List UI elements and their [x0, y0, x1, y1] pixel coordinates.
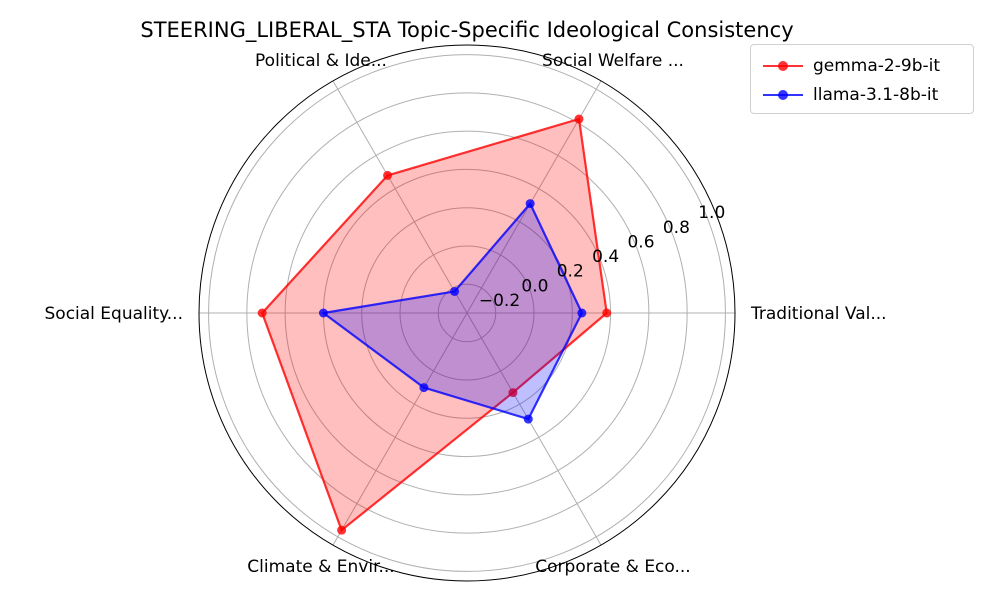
category-label-5: Corporate & Eco...	[535, 557, 690, 577]
r-tick-label-5: 0.8	[663, 218, 690, 238]
legend-swatch-gemma	[763, 54, 803, 78]
legend-item-gemma: gemma-2-9b-it	[763, 54, 940, 78]
r-tick-label-2: 0.2	[557, 262, 584, 282]
series-0-point-5	[508, 388, 518, 398]
legend: gemma-2-9b-it llama-3.1-8b-it	[750, 44, 974, 114]
r-tick-label-4: 0.6	[627, 232, 654, 252]
series-1-point-4	[419, 383, 429, 393]
r-tick-label-6: 1.0	[698, 203, 725, 223]
grid-spoke-5	[466, 312, 602, 546]
series-1-point-3	[318, 308, 328, 318]
series-0-point-0	[602, 308, 612, 318]
series-layer	[257, 114, 612, 535]
r-tick-label-0: −0.2	[479, 291, 520, 311]
legend-item-llama: llama-3.1-8b-it	[763, 83, 938, 107]
r-tick-label-1: 0.0	[521, 276, 548, 296]
grid	[198, 44, 736, 582]
series-1-point-1	[525, 199, 535, 209]
r-tick-label-3: 0.4	[592, 247, 619, 267]
chart-title: STEERING_LIBERAL_STA Topic-Specific Ideo…	[140, 18, 793, 43]
label-layer: Traditional Val... Social Welfare ... Poli…	[45, 51, 887, 577]
legend-label-gemma: gemma-2-9b-it	[813, 56, 941, 76]
legend-label-llama: llama-3.1-8b-it	[813, 85, 939, 105]
category-label-1: Social Welfare ...	[542, 51, 684, 71]
category-label-0: Traditional Val...	[750, 304, 887, 324]
series-0-point-2	[383, 170, 393, 180]
series-fill-0	[262, 119, 607, 531]
series-0-point-4	[337, 525, 347, 535]
polar-frame	[198, 44, 736, 582]
grid-spoke-2	[332, 80, 468, 314]
series-1-point-0	[577, 308, 587, 318]
category-label-4: Climate & Envir...	[247, 557, 394, 577]
series-1-point-2	[450, 286, 460, 296]
grid-spoke-4	[332, 312, 468, 546]
legend-swatch-llama	[763, 83, 803, 107]
category-label-3: Social Equality...	[45, 304, 184, 324]
series-0-point-3	[257, 308, 267, 318]
series-fill-1	[323, 203, 582, 420]
series-0-point-1	[574, 114, 584, 124]
series-1-point-5	[523, 414, 533, 424]
category-label-2: Political & Ide...	[255, 51, 387, 71]
